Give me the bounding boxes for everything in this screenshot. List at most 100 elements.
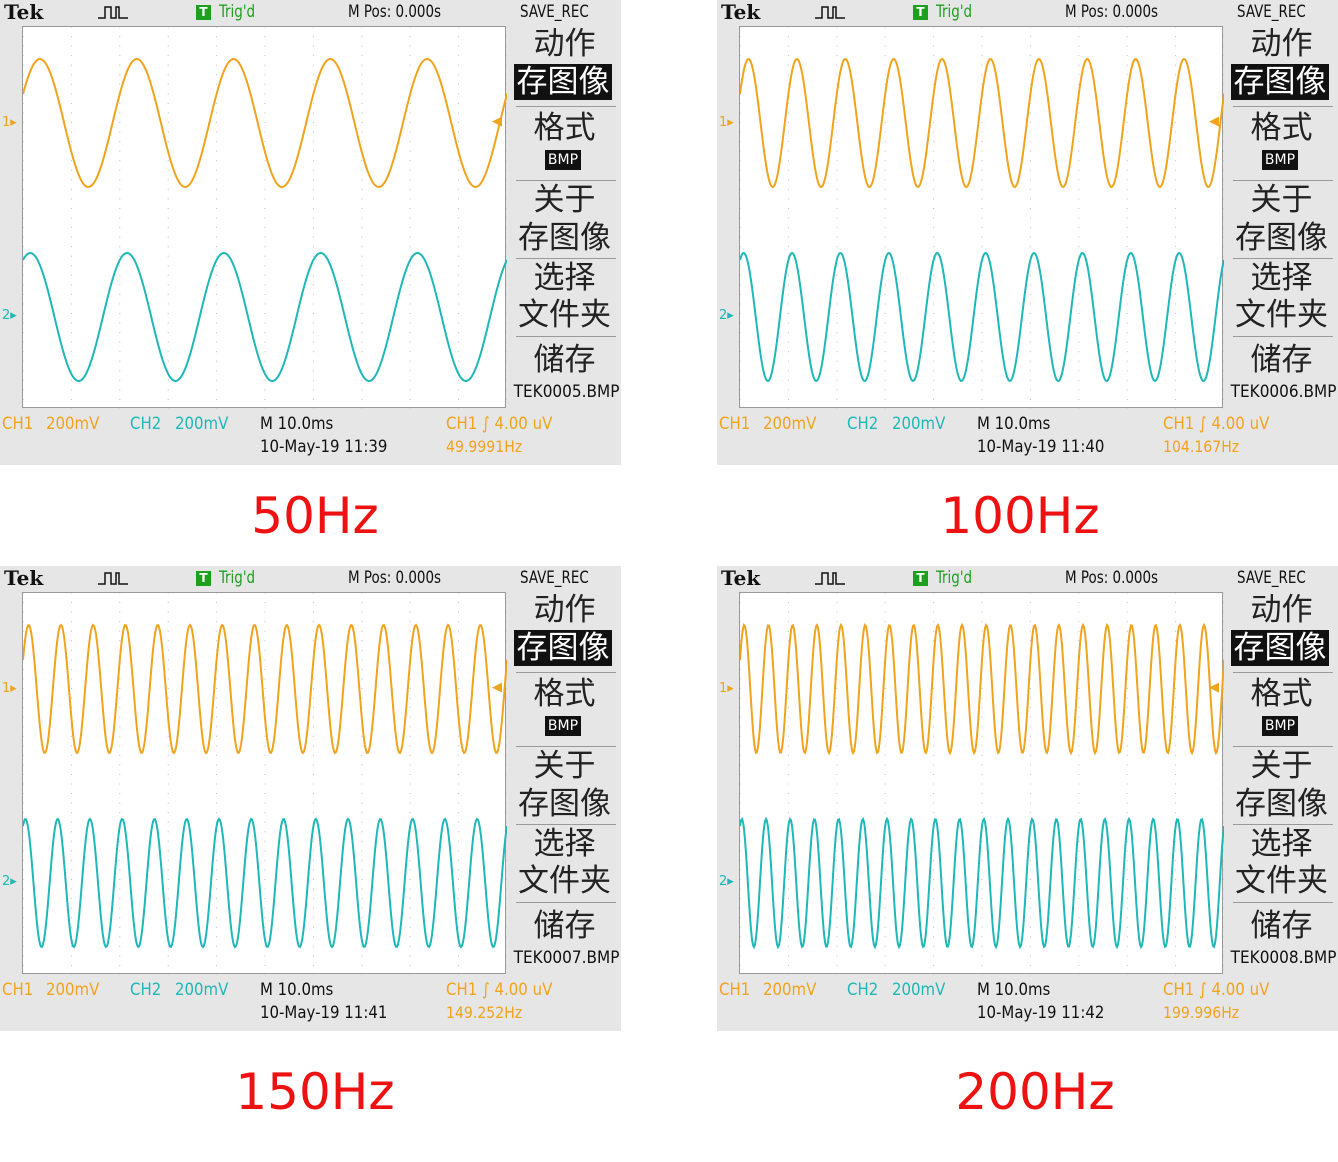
graticule-dot (740, 869, 741, 871)
graticule-dot (23, 351, 24, 353)
graticule-dot (312, 74, 314, 76)
menu-store-button[interactable]: 储存 (1250, 908, 1313, 944)
graticule-dot (1078, 859, 1080, 861)
menu-save-image-button[interactable]: 存图像 (1231, 64, 1329, 100)
graticule-dot (458, 668, 460, 670)
graticule-dot (119, 408, 121, 409)
graticule-dot (1078, 888, 1080, 890)
graticule-dot (312, 707, 314, 709)
graticule-dot (312, 678, 314, 680)
graticule-dot (216, 917, 218, 919)
menu-select-folder-button[interactable]: 选择 (533, 260, 596, 296)
graticule-dot (361, 64, 363, 66)
graticule-dot (1029, 688, 1031, 689)
graticule-dot (884, 284, 886, 286)
menu-select-folder-button[interactable]: 选择 (1250, 260, 1313, 296)
graticule-dot (1223, 859, 1224, 861)
graticule-dot (167, 246, 169, 248)
graticule-dot (981, 379, 983, 381)
save-rec-menu-title[interactable]: SAVE_REC (520, 568, 589, 588)
graticule-dot (740, 265, 741, 267)
timebase: M 10.0ms (977, 414, 1051, 434)
graticule-dot (1029, 293, 1031, 295)
graticule-dot (836, 131, 838, 133)
graticule-dot (1126, 859, 1128, 861)
graticule-dot (506, 27, 507, 28)
graticule-dot (119, 74, 121, 76)
graticule-dot (1175, 630, 1177, 632)
graticule-dot (981, 74, 983, 76)
graticule-dot (506, 745, 507, 747)
graticule-dot (740, 726, 741, 728)
graticule-dot (312, 726, 314, 728)
graticule-dot (312, 735, 314, 737)
graticule-dot (981, 859, 983, 861)
graticule-dot (23, 898, 24, 900)
graticule-dot (787, 907, 789, 909)
menu-about-button[interactable]: 关于 (533, 748, 596, 784)
graticule-dot (409, 859, 411, 861)
menu-store-button[interactable]: 储存 (533, 908, 596, 944)
graticule-dot (216, 716, 218, 718)
graticule-dot (933, 198, 935, 200)
graticule-dot (506, 274, 507, 276)
save-rec-menu-title[interactable]: SAVE_REC (520, 2, 589, 22)
graticule-dot (787, 332, 789, 334)
graticule-dot (740, 840, 741, 842)
graticule-dot (506, 141, 507, 143)
graticule-dot (1126, 160, 1128, 162)
menu-format-button[interactable]: 格式 (533, 110, 596, 146)
graticule-dot (1223, 964, 1224, 966)
menu-select-folder-button[interactable]: 选择 (1250, 826, 1313, 862)
graticule-dot (506, 293, 507, 295)
graticule-dot (216, 593, 218, 594)
save-rec-menu-title[interactable]: SAVE_REC (1237, 568, 1306, 588)
ch2-trace (740, 251, 1224, 383)
graticule-dot (70, 188, 72, 190)
graticule-dot (23, 274, 24, 276)
graticule-dot (216, 398, 218, 400)
graticule-dot (836, 293, 838, 295)
graticule-dot (981, 611, 983, 613)
graticule-dot (884, 360, 886, 362)
graticule-dot (361, 850, 363, 852)
menu-about-button[interactable]: 关于 (533, 182, 596, 218)
menu-save-image-button[interactable]: 存图像 (1231, 630, 1329, 666)
graticule-dot (361, 764, 363, 766)
graticule-dot (933, 360, 935, 362)
menu-about-button[interactable]: 关于 (1250, 748, 1313, 784)
ch2-scale: 200mV (175, 980, 229, 1000)
graticule-dot (1078, 630, 1080, 632)
graticule-dot (787, 360, 789, 362)
graticule-dot (981, 160, 983, 162)
menu-format-button[interactable]: 格式 (533, 676, 596, 712)
graticule-dot (23, 926, 24, 928)
graticule-dot (933, 964, 935, 966)
graticule-dot (264, 351, 266, 353)
graticule-dot (409, 945, 411, 947)
graticule-dot (981, 27, 983, 28)
menu-store-button[interactable]: 储存 (1250, 342, 1313, 378)
graticule-dot (787, 207, 789, 209)
graticule-dot (409, 936, 411, 938)
graticule-dot (740, 879, 741, 880)
menu-about-button[interactable]: 关于 (1250, 182, 1313, 218)
graticule-dot (787, 898, 789, 900)
graticule-dot (884, 593, 886, 594)
save-rec-menu-title[interactable]: SAVE_REC (1237, 2, 1306, 22)
menu-format-button[interactable]: 格式 (1250, 676, 1313, 712)
menu-select-folder-button[interactable]: 选择 (533, 826, 596, 862)
ch2-level-marker-icon: 2▸ (2, 874, 17, 889)
menu-save-image-button[interactable]: 存图像 (514, 630, 612, 666)
graticule-dot (216, 322, 218, 324)
menu-store-button[interactable]: 储存 (533, 342, 596, 378)
menu-save-image-button[interactable]: 存图像 (514, 64, 612, 100)
graticule-dot (70, 370, 72, 372)
graticule-dot (409, 27, 411, 28)
menu-format-button[interactable]: 格式 (1250, 110, 1313, 146)
graticule-dot (933, 45, 935, 47)
graticule-dot (70, 754, 72, 756)
graticule-dot (1175, 793, 1177, 795)
graticule-dot (506, 850, 507, 852)
graticule-dot (312, 945, 314, 947)
